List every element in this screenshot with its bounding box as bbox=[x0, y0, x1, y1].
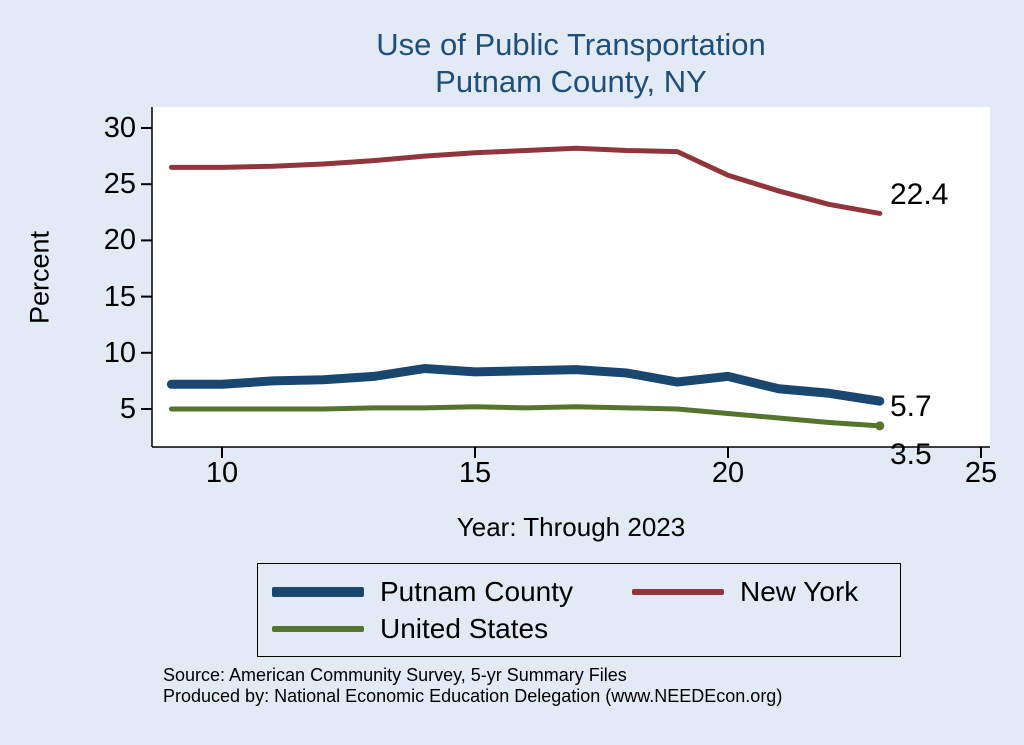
chart-title-line1: Use of Public Transportation bbox=[376, 27, 766, 62]
legend-label-united-states: United States bbox=[380, 612, 549, 644]
legend-item-putnam-county: Putnam County bbox=[272, 573, 632, 610]
legend-label-putnam-county: Putnam County bbox=[380, 575, 573, 607]
y-tick-label: 10 bbox=[103, 336, 136, 369]
legend-label-new-york: New York bbox=[740, 575, 859, 607]
x-axis-label: Year: Through 2023 bbox=[456, 512, 686, 542]
y-tick-label: 25 bbox=[103, 168, 136, 201]
footer-notes: Source: American Community Survey, 5-yr … bbox=[163, 665, 782, 707]
x-tick-label: 15 bbox=[458, 457, 492, 489]
y-tick-label: 30 bbox=[103, 112, 136, 144]
legend-item-new-york: New York bbox=[632, 573, 886, 610]
legend: Putnam County New York United States bbox=[257, 563, 901, 657]
x-tick-label: 10 bbox=[205, 457, 239, 489]
series-end-label-putnam-county: 5.7 bbox=[890, 390, 932, 424]
produced-by-line: Produced by: National Economic Education… bbox=[163, 686, 783, 706]
series-end-label-united-states: 3.5 bbox=[890, 437, 932, 471]
legend-item-united-states: United States bbox=[272, 610, 632, 647]
chart-title-line2: Putnam County, NY bbox=[435, 64, 707, 99]
legend-swatch-putnam-county bbox=[272, 586, 364, 597]
chart-title: Use of Public Transportation Putnam Coun… bbox=[152, 26, 990, 100]
source-line: Source: American Community Survey, 5-yr … bbox=[163, 665, 627, 685]
legend-swatch-united-states bbox=[272, 625, 364, 632]
x-tick-label: 25 bbox=[964, 457, 998, 489]
y-tick-label: 20 bbox=[103, 224, 136, 257]
legend-swatch-new-york bbox=[632, 588, 724, 595]
y-tick-label: 15 bbox=[103, 280, 136, 313]
series-end-label-new-york: 22.4 bbox=[890, 178, 949, 212]
x-tick-label: 20 bbox=[711, 457, 745, 489]
legend-grid: Putnam County New York United States bbox=[272, 573, 886, 647]
y-tick-label: 5 bbox=[119, 393, 136, 425]
